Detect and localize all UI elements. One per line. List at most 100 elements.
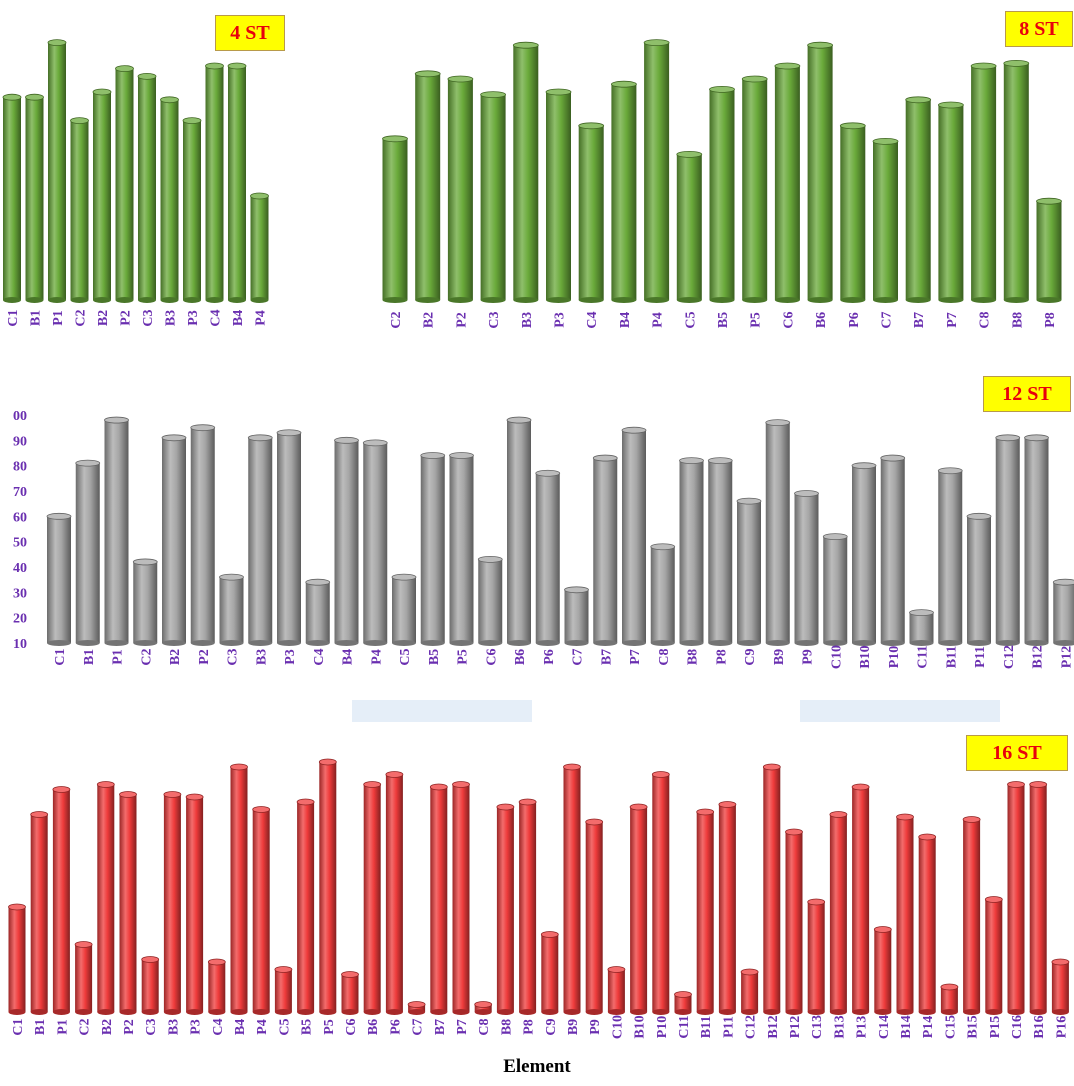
bar-base bbox=[718, 1009, 736, 1015]
bar-cap bbox=[1029, 781, 1048, 788]
bar-base bbox=[622, 640, 646, 646]
bar bbox=[363, 784, 381, 1012]
bar-cap bbox=[391, 573, 417, 581]
bar bbox=[392, 577, 416, 643]
bar-cap bbox=[182, 117, 202, 124]
watermark-shape bbox=[352, 700, 532, 722]
bar bbox=[971, 66, 997, 300]
bar-base bbox=[230, 1009, 248, 1015]
bar bbox=[564, 589, 589, 643]
bar-cap bbox=[52, 786, 71, 793]
x-tick-label: C8 bbox=[978, 311, 993, 328]
bar-base bbox=[30, 1009, 48, 1015]
bar-base bbox=[334, 640, 359, 646]
bar-cap bbox=[807, 898, 826, 906]
bar bbox=[363, 442, 388, 643]
bar-base bbox=[650, 640, 675, 646]
x-tick-label: B3 bbox=[520, 312, 535, 328]
bar bbox=[52, 789, 70, 1012]
bar-cap bbox=[250, 192, 269, 200]
watermark-shape bbox=[800, 700, 1000, 722]
bar-base bbox=[546, 297, 571, 303]
bar bbox=[183, 120, 201, 300]
bar-cap bbox=[880, 454, 906, 462]
x-tick-label: P9 bbox=[801, 649, 816, 665]
bar-base bbox=[133, 640, 158, 646]
bar-base bbox=[563, 1009, 581, 1015]
bar-base bbox=[1029, 1009, 1047, 1015]
bar bbox=[496, 807, 514, 1012]
bar-cap bbox=[966, 512, 992, 520]
x-tick-label: B6 bbox=[366, 1019, 381, 1035]
bar-base bbox=[70, 297, 89, 303]
bar bbox=[219, 577, 244, 643]
bar bbox=[248, 437, 273, 643]
bar-base bbox=[219, 640, 244, 646]
bar-cap bbox=[205, 62, 224, 70]
bar-base bbox=[75, 640, 100, 646]
bar-cap bbox=[119, 791, 137, 798]
x-tick-label: P1 bbox=[51, 310, 66, 326]
bar-base bbox=[963, 1009, 981, 1015]
x-tick-label: P6 bbox=[542, 649, 557, 665]
x-tick-label: B1 bbox=[33, 1019, 48, 1035]
bar-base bbox=[1007, 1009, 1025, 1015]
bar-cap bbox=[1052, 578, 1074, 586]
bar-base bbox=[496, 1009, 514, 1015]
bar bbox=[48, 42, 66, 300]
x-tick-label: B4 bbox=[233, 1019, 248, 1035]
x-tick-label: C7 bbox=[880, 311, 895, 328]
bar-cap bbox=[937, 467, 963, 475]
bar bbox=[938, 470, 963, 643]
bar-base bbox=[104, 640, 129, 646]
x-tick-label: P4 bbox=[254, 310, 269, 326]
bar-cap bbox=[545, 88, 572, 96]
bar-base bbox=[807, 297, 833, 303]
chart-panel: C2 B2 P2 C3 B3 P3 C4 B4 P4 C5 B5 P5 C6 B6 P6 C7 B7 P7 C8 B8… bbox=[382, 39, 1062, 329]
bar-cap bbox=[578, 122, 605, 130]
bar bbox=[252, 809, 270, 1012]
x-tick-label: P2 bbox=[119, 310, 134, 326]
bar-cap bbox=[496, 803, 515, 811]
bar bbox=[1036, 201, 1062, 300]
bar bbox=[918, 837, 936, 1012]
x-tick-label: B7 bbox=[599, 649, 614, 665]
bar-base bbox=[160, 297, 179, 303]
bar-cap bbox=[247, 434, 273, 442]
bar-cap bbox=[718, 801, 737, 808]
x-tick-label: B11 bbox=[699, 1016, 714, 1039]
bar-cap bbox=[420, 452, 446, 459]
x-tick-label: C11 bbox=[677, 1015, 692, 1038]
bar bbox=[611, 84, 637, 300]
bar-base bbox=[3, 297, 21, 303]
bar bbox=[305, 582, 330, 643]
bar-cap bbox=[219, 573, 244, 581]
x-tick-label: B1 bbox=[82, 649, 97, 665]
bar bbox=[708, 460, 733, 643]
bar-base bbox=[163, 1009, 181, 1015]
bar-base bbox=[319, 1009, 337, 1015]
bar-base bbox=[430, 1009, 448, 1015]
bar bbox=[563, 767, 581, 1012]
x-tick-label: B1 bbox=[29, 310, 44, 326]
x-tick-label: C7 bbox=[571, 648, 586, 665]
bar bbox=[30, 814, 48, 1012]
bar bbox=[430, 787, 448, 1012]
bar-base bbox=[696, 1009, 714, 1015]
x-tick-label: B2 bbox=[100, 1019, 115, 1035]
bar-base bbox=[480, 297, 506, 303]
y-tick-label: 60 bbox=[13, 510, 27, 525]
x-tick-label: C15 bbox=[943, 1015, 958, 1039]
bar-base bbox=[1024, 640, 1049, 646]
bar bbox=[985, 899, 1003, 1012]
bar bbox=[585, 822, 603, 1012]
x-tick-label: P16 bbox=[1054, 1016, 1069, 1039]
bar-cap bbox=[873, 926, 892, 933]
bar bbox=[679, 460, 704, 643]
bar bbox=[650, 546, 675, 643]
bar-cap bbox=[104, 416, 129, 424]
bar bbox=[765, 422, 790, 643]
x-tick-label: B3 bbox=[166, 1019, 181, 1035]
bar-cap bbox=[163, 791, 182, 798]
